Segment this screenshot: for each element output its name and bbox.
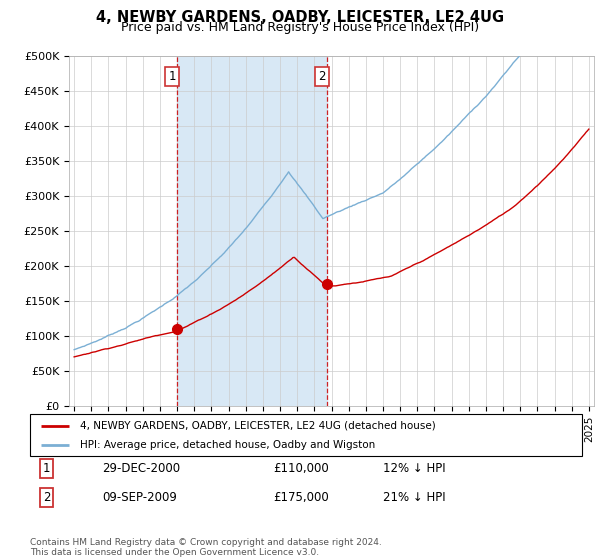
Text: £110,000: £110,000 — [273, 461, 329, 475]
Text: £175,000: £175,000 — [273, 491, 329, 505]
Text: Contains HM Land Registry data © Crown copyright and database right 2024.
This d: Contains HM Land Registry data © Crown c… — [30, 538, 382, 557]
Text: 29-DEC-2000: 29-DEC-2000 — [102, 461, 180, 475]
Text: 21% ↓ HPI: 21% ↓ HPI — [383, 491, 446, 505]
FancyBboxPatch shape — [30, 414, 582, 456]
Text: 2: 2 — [43, 491, 50, 505]
Text: 1: 1 — [43, 461, 50, 475]
Text: 1: 1 — [168, 70, 176, 83]
Text: 4, NEWBY GARDENS, OADBY, LEICESTER, LE2 4UG: 4, NEWBY GARDENS, OADBY, LEICESTER, LE2 … — [96, 10, 504, 25]
Text: 12% ↓ HPI: 12% ↓ HPI — [383, 461, 446, 475]
Text: 2: 2 — [319, 70, 326, 83]
Text: Price paid vs. HM Land Registry's House Price Index (HPI): Price paid vs. HM Land Registry's House … — [121, 21, 479, 34]
Text: 4, NEWBY GARDENS, OADBY, LEICESTER, LE2 4UG (detached house): 4, NEWBY GARDENS, OADBY, LEICESTER, LE2 … — [80, 421, 436, 431]
Bar — [177, 56, 327, 406]
Text: HPI: Average price, detached house, Oadby and Wigston: HPI: Average price, detached house, Oadb… — [80, 440, 375, 450]
Text: 09-SEP-2009: 09-SEP-2009 — [102, 491, 176, 505]
